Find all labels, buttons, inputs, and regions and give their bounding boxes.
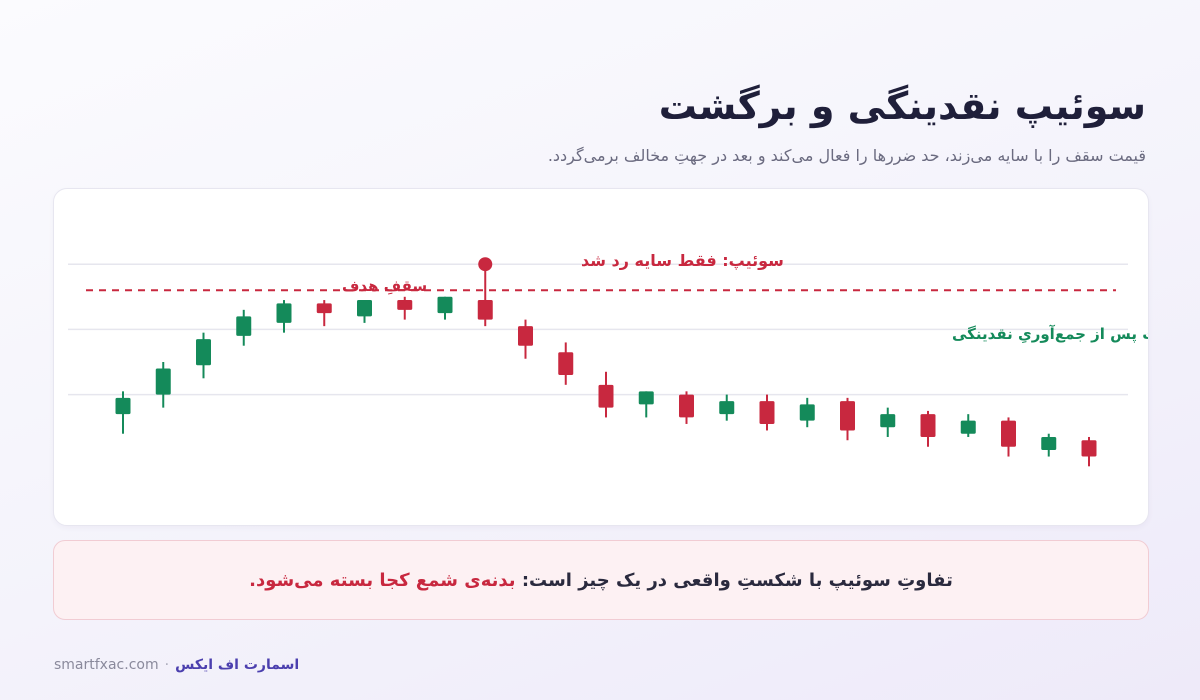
bull-candle-body <box>437 296 453 314</box>
bull-candle-body <box>115 397 131 415</box>
candlestick-chart: سقفِ هدف سوئیپ: فقط سایه رد شد برگشت پس از… <box>68 251 1148 467</box>
sweep-label: سوئیپ: فقط سایه رد شد <box>581 251 784 271</box>
reversal-label: برگشت پس از جمع‌آوریِ نقدینگی <box>952 325 1148 344</box>
bull-candle-body <box>357 300 372 317</box>
bull-candle-body <box>960 420 976 434</box>
bear-candle-body <box>920 414 936 437</box>
bear-candle-body <box>558 352 574 376</box>
bull-candle-body <box>799 404 815 421</box>
bull-candle-body <box>1041 436 1057 451</box>
bear-candle-body <box>518 326 533 346</box>
page-title: سوئیپ نقدینگی و برگشت <box>658 84 1146 128</box>
bull-candle-body <box>638 391 654 405</box>
note-text: تفاوتِ سوئیپ با شکستِ واقعی در یک چیز اس… <box>249 570 953 591</box>
bull-candle-body <box>155 368 171 395</box>
footer-domain: smartfxac.com <box>54 657 159 673</box>
target-level-label: سقفِ هدف <box>342 277 427 295</box>
footer-brand[interactable]: اسمارت اف ایکس <box>175 657 300 673</box>
chart-card: سقفِ هدف سوئیپ: فقط سایه رد شد برگشت پس از… <box>53 188 1149 526</box>
sweep-marker <box>478 257 493 272</box>
bull-candle-body <box>276 303 292 323</box>
bull-candle-body <box>196 339 211 366</box>
note-prefix: تفاوتِ سوئیپ با شکستِ واقعی در یک چیز اس… <box>515 569 953 591</box>
note-card: تفاوتِ سوئیپ با شکستِ واقعی در یک چیز اس… <box>53 540 1149 620</box>
bull-candle-body <box>236 316 252 336</box>
bear-candle-body <box>477 300 493 320</box>
bear-candle-body <box>1001 420 1016 447</box>
page-subtitle: قیمت سقف را با سایه می‌زند، حد ضررها را … <box>547 146 1146 165</box>
bear-candle-body <box>397 300 413 310</box>
bear-candle-body <box>679 394 694 418</box>
bear-candle-body <box>759 401 775 424</box>
bull-candle-body <box>719 401 735 415</box>
footer-separator: · <box>164 657 170 673</box>
bear-candle-body <box>1081 440 1097 457</box>
bear-candle-body <box>316 303 332 314</box>
footer: smartfxac.com · اسمارت اف ایکس <box>54 657 299 673</box>
bear-candle-body <box>598 384 614 408</box>
bear-candle-body <box>840 401 855 431</box>
note-highlight: بدنه‌ی شمع کجا بسته می‌شود. <box>249 569 516 591</box>
bull-candle-body <box>880 414 896 428</box>
